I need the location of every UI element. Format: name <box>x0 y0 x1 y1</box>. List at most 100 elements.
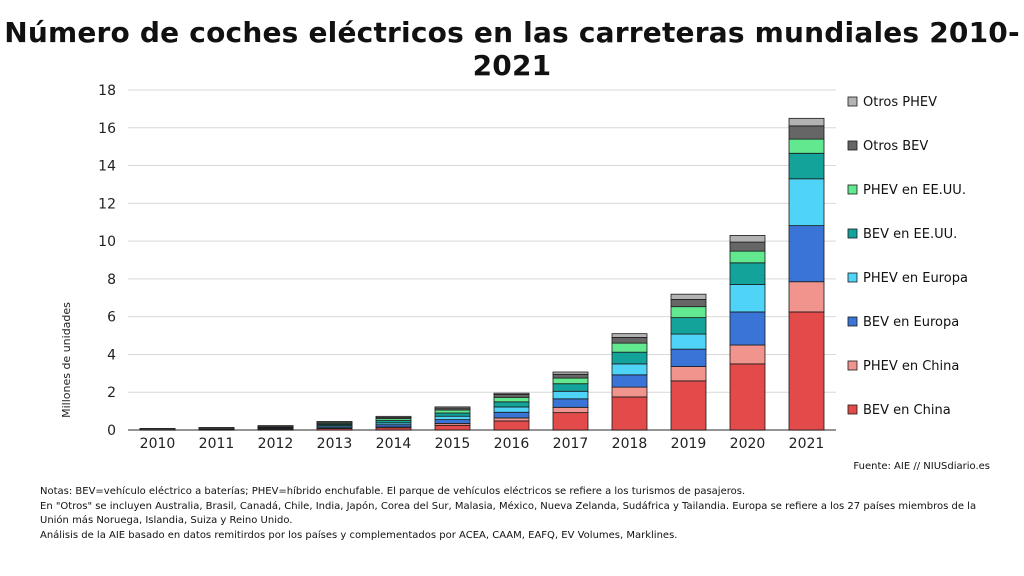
y-tick-label: 6 <box>107 310 116 326</box>
bar-segment <box>729 250 766 264</box>
legend-swatch <box>847 228 858 239</box>
bar-segment <box>788 225 825 283</box>
bar-segment <box>788 152 825 180</box>
bar-segment <box>670 306 707 319</box>
y-axis-ticks: 0 2 4 6 8 10 12 14 16 18 <box>98 83 116 439</box>
y-tick-label: 12 <box>98 196 116 212</box>
bar-segment <box>788 138 825 154</box>
x-tick-label: 2017 <box>553 436 589 452</box>
bar-segment <box>729 241 766 252</box>
bar-segment <box>434 415 471 421</box>
bar-segment <box>670 317 707 335</box>
legend-swatch <box>847 96 858 107</box>
note-line: Notas: BEV=vehículo eléctrico a baterías… <box>40 486 746 497</box>
bar-segment <box>611 342 648 353</box>
bar-segment <box>670 299 707 308</box>
legend-label: Otros PHEV <box>863 95 937 110</box>
legend-label: BEV en Europa <box>863 315 959 330</box>
bar-segment <box>670 380 707 431</box>
bar-segment <box>493 401 530 408</box>
y-tick-label: 8 <box>107 272 116 288</box>
legend-swatch <box>847 316 858 327</box>
bar-segment <box>493 411 530 419</box>
bar-segment <box>257 425 294 428</box>
bar-segment <box>316 421 353 424</box>
note-line: Análisis de la AIE basado en datos remit… <box>40 529 678 541</box>
bar-segment <box>552 377 589 385</box>
legend-swatch <box>847 360 858 371</box>
source-credit: Fuente: AIE // NIUSdiario.es <box>853 461 990 472</box>
y-tick-label: 16 <box>98 121 116 137</box>
bar-segment <box>670 293 707 300</box>
y-tick-label: 0 <box>107 423 116 439</box>
bar-segment <box>434 412 471 417</box>
x-tick-label: 2021 <box>789 436 825 452</box>
legend-swatch <box>847 140 858 151</box>
legend: Otros PHEV Otros BEV PHEV en EE.UU. BEV en … <box>847 95 968 418</box>
bar-segment <box>611 386 648 398</box>
y-tick-label: 10 <box>98 234 116 250</box>
x-tick-label: 2018 <box>612 436 648 452</box>
legend-label: Otros BEV <box>863 139 928 154</box>
bar-segment <box>729 344 766 365</box>
bar-segment <box>552 406 589 414</box>
bar-segment <box>552 371 589 375</box>
bar-segment <box>552 373 589 379</box>
legend-swatch <box>847 184 858 195</box>
x-tick-label: 2015 <box>435 436 471 452</box>
bar-segment <box>375 415 412 418</box>
x-tick-label: 2011 <box>199 436 235 452</box>
bar-segment <box>670 333 707 350</box>
legend-swatch <box>847 272 858 283</box>
bar-segment <box>493 394 530 398</box>
legend-label: PHEV en EE.UU. <box>863 183 966 198</box>
x-tick-label: 2013 <box>317 436 353 452</box>
x-tick-label: 2012 <box>258 436 294 452</box>
legend-label: PHEV en China <box>863 359 959 374</box>
gridlines <box>128 89 836 431</box>
bar-segment <box>493 420 530 431</box>
bar-segment <box>611 351 648 365</box>
bar-segment <box>788 125 825 140</box>
bar-segment <box>139 428 176 431</box>
y-tick-label: 2 <box>107 385 116 401</box>
bar-segment <box>552 390 589 400</box>
legend-label: BEV en China <box>863 403 951 418</box>
bar-segment <box>434 419 471 424</box>
x-tick-label: 2010 <box>140 436 176 452</box>
bar-segment <box>729 311 766 346</box>
y-axis-label: Millones de unidades <box>60 302 73 418</box>
bar-segment <box>729 284 766 313</box>
y-tick-label: 18 <box>98 83 116 99</box>
x-tick-label: 2016 <box>494 436 530 452</box>
bar-segment <box>434 409 471 414</box>
bar-segment <box>493 392 530 395</box>
bar-segment <box>552 398 589 408</box>
bar-segment <box>788 281 825 313</box>
bar-segment <box>670 348 707 367</box>
bars <box>139 117 825 431</box>
chart-notes: Notas: BEV=vehículo eléctrico a baterías… <box>40 485 1005 543</box>
x-tick-label: 2019 <box>671 436 707 452</box>
legend-label: BEV en EE.UU. <box>863 227 957 242</box>
bar-segment <box>729 262 766 285</box>
bar-segment <box>198 427 235 430</box>
chart-title: Número de coches eléctricos en las carre… <box>4 16 1020 82</box>
bar-segment <box>729 235 766 243</box>
bar-segment <box>434 406 471 409</box>
y-tick-label: 14 <box>98 159 116 175</box>
bar-segment <box>611 374 648 388</box>
legend-label: PHEV en Europa <box>863 271 968 286</box>
bar-segment <box>493 396 530 403</box>
bar-segment <box>788 311 825 431</box>
x-tick-label: 2014 <box>376 436 412 452</box>
bar-segment <box>611 333 648 338</box>
bar-segment <box>434 424 471 431</box>
bar-segment <box>493 417 530 422</box>
x-axis-ticks: 2010 2011 2012 2013 2014 2015 2016 2017 2018 2019… <box>140 436 825 452</box>
bar-segment <box>788 178 825 227</box>
bar-segment <box>788 117 825 127</box>
bar-segment <box>552 412 589 431</box>
bar-segment <box>493 406 530 413</box>
